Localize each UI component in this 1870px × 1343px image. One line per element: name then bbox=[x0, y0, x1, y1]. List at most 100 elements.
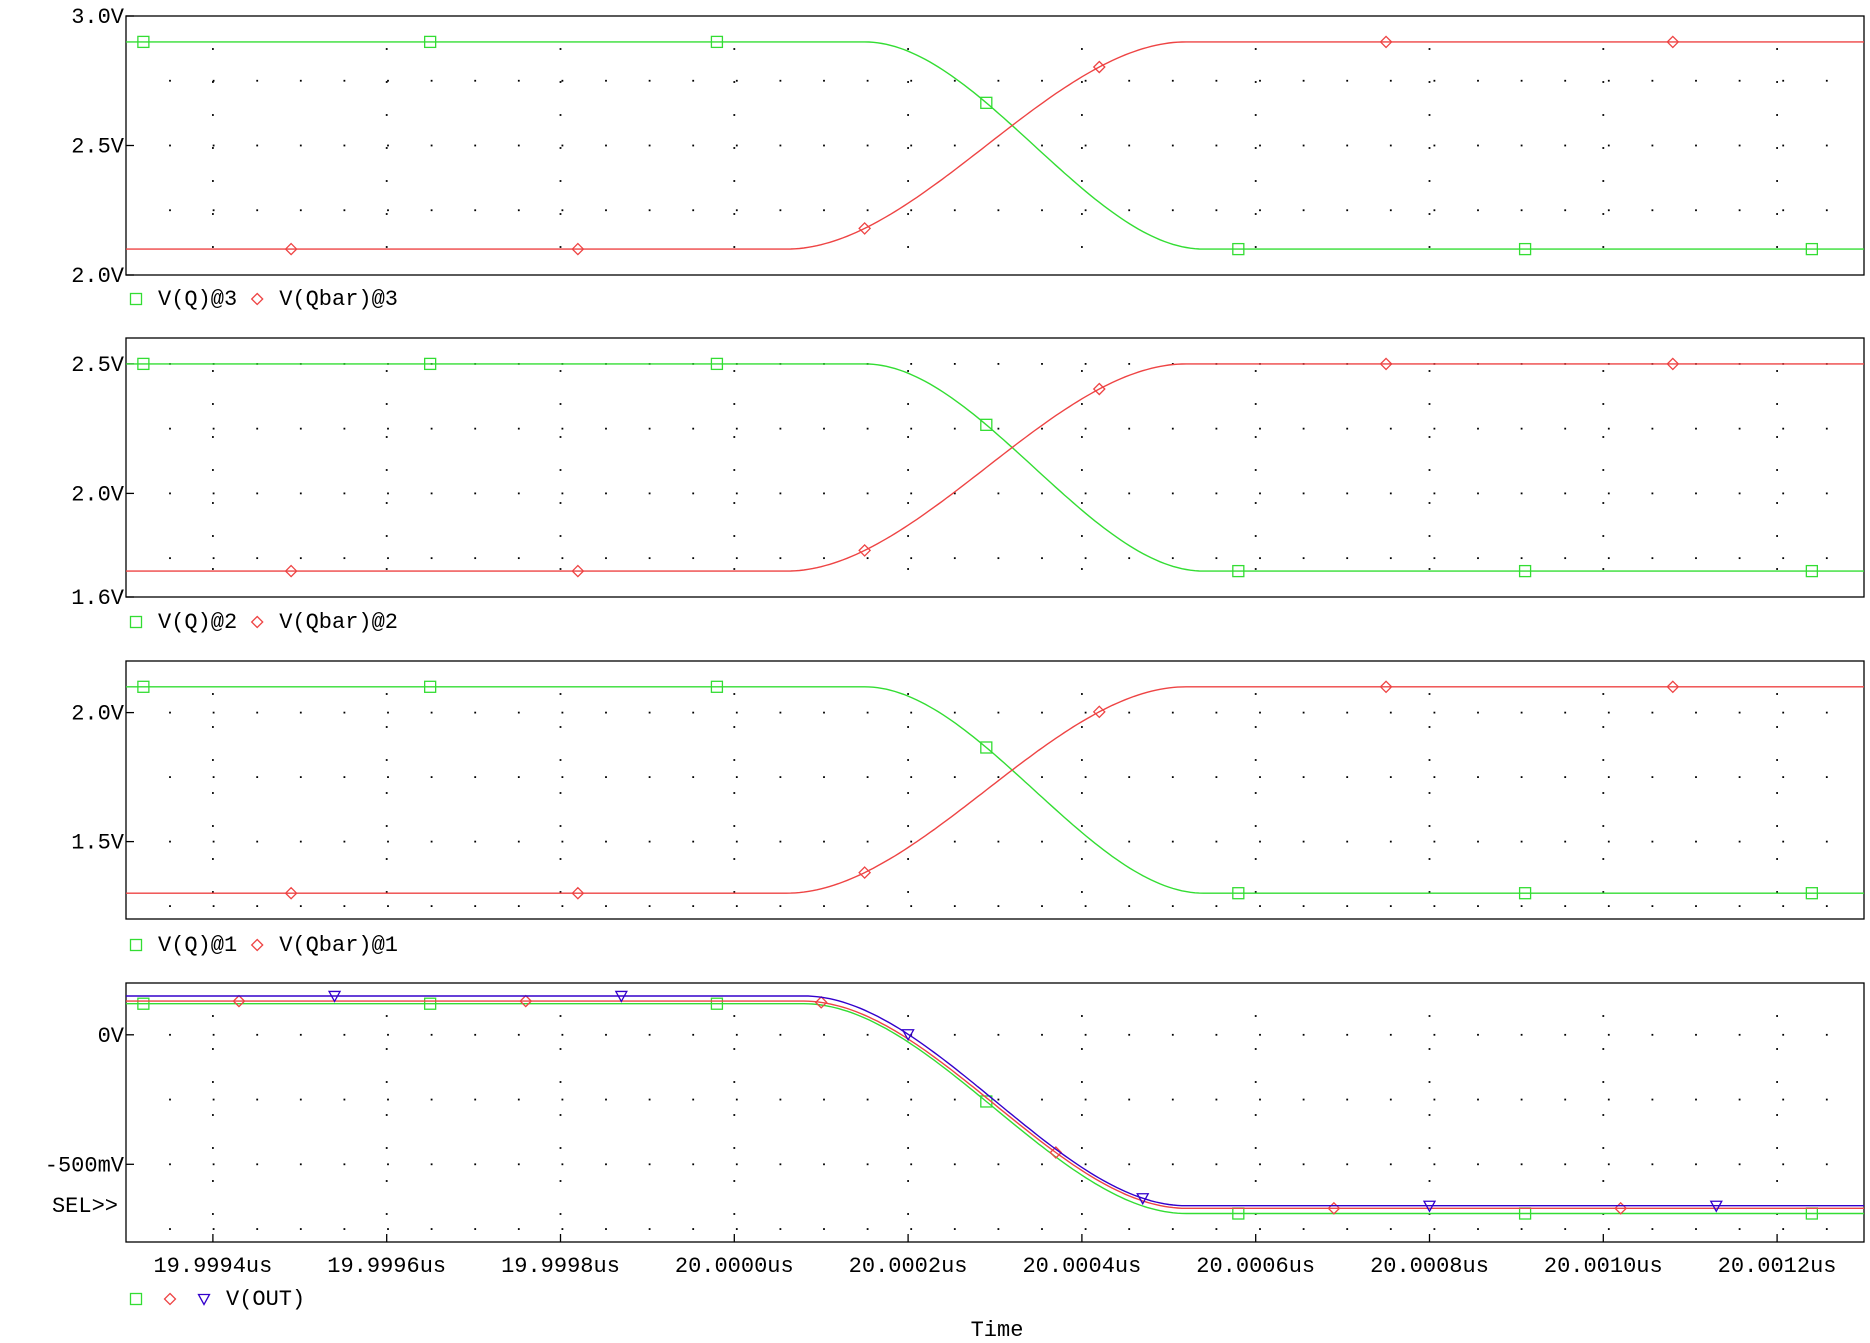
grid-dot bbox=[559, 1114, 562, 1116]
y-tick-label: 2.0V bbox=[71, 482, 125, 507]
series-marker bbox=[137, 357, 150, 371]
series-marker bbox=[1666, 357, 1680, 371]
grid-dot bbox=[1776, 1048, 1778, 1050]
grid-dot bbox=[1084, 776, 1087, 778]
grid-dot bbox=[953, 209, 956, 212]
grid-dot bbox=[1782, 776, 1785, 778]
grid-dot bbox=[907, 1048, 909, 1050]
grid-dot bbox=[1171, 840, 1174, 843]
grid-dot bbox=[910, 209, 913, 212]
grid-dot bbox=[1081, 370, 1083, 372]
grid-dot bbox=[387, 1163, 389, 1166]
grid-dot bbox=[1428, 726, 1431, 728]
grid-dot bbox=[648, 1228, 651, 1230]
grid-dot bbox=[823, 840, 825, 843]
grid-dot bbox=[385, 1114, 388, 1116]
grid-dot bbox=[907, 1180, 909, 1182]
grid-dot bbox=[997, 144, 1000, 147]
grid-dot bbox=[1651, 1098, 1654, 1101]
grid-dot bbox=[910, 557, 913, 560]
grid-dot bbox=[866, 492, 869, 495]
legend-label: V(Q)@1 bbox=[158, 933, 237, 958]
grid-dot bbox=[1738, 557, 1741, 560]
grid-dot bbox=[1776, 502, 1778, 504]
grid-dot bbox=[1041, 1098, 1043, 1101]
grid-dot bbox=[474, 840, 477, 843]
grid-dot bbox=[1041, 711, 1043, 714]
grid-dot bbox=[779, 1033, 782, 1036]
grid-dot bbox=[648, 144, 651, 147]
grid-dot bbox=[1651, 840, 1654, 843]
plot-frame bbox=[125, 15, 1865, 276]
grid-dot bbox=[212, 436, 214, 438]
series-marker bbox=[1805, 887, 1819, 900]
grid-dot bbox=[169, 1098, 171, 1101]
grid-dot bbox=[1695, 427, 1697, 430]
grid-dot bbox=[997, 363, 1000, 365]
grid-dot bbox=[1259, 711, 1261, 714]
grid-dot bbox=[1254, 568, 1257, 570]
grid-dot bbox=[1564, 1228, 1567, 1230]
grid-dot bbox=[1564, 840, 1567, 843]
grid-dot bbox=[1776, 436, 1778, 438]
grid-dot bbox=[605, 1163, 607, 1166]
grid-dot bbox=[343, 905, 346, 907]
grid-dot bbox=[559, 792, 562, 794]
grid-dot bbox=[212, 502, 214, 504]
grid-dot bbox=[1738, 209, 1741, 212]
grid-dot bbox=[385, 370, 388, 372]
grid-dot bbox=[1171, 427, 1174, 430]
grid-dot bbox=[1602, 693, 1605, 695]
grid-dot bbox=[169, 840, 171, 843]
grid-dot bbox=[1259, 1033, 1261, 1036]
grid-dot bbox=[343, 1033, 346, 1036]
grid-dot bbox=[299, 79, 302, 82]
grid-dot bbox=[212, 1180, 214, 1182]
grid-dot bbox=[1520, 711, 1523, 714]
grid-dot bbox=[1564, 492, 1567, 495]
grid-dot bbox=[517, 1228, 520, 1230]
grid-dot bbox=[299, 492, 302, 495]
grid-dot bbox=[1782, 1098, 1785, 1101]
grid-dot bbox=[1607, 776, 1610, 778]
grid-dot bbox=[779, 1098, 782, 1101]
grid-dot bbox=[212, 492, 215, 495]
grid-dot bbox=[212, 1015, 214, 1017]
series-marker bbox=[1049, 1146, 1063, 1159]
grid-dot bbox=[387, 492, 389, 495]
grid-dot bbox=[1520, 1098, 1523, 1101]
grid-dot bbox=[1081, 825, 1083, 827]
grid-dot bbox=[1776, 535, 1778, 537]
grid-dot bbox=[1607, 79, 1610, 82]
grid-dot bbox=[648, 1033, 651, 1036]
grid-dot bbox=[733, 726, 736, 728]
grid-dot bbox=[1259, 427, 1261, 430]
grid-dot bbox=[907, 469, 909, 471]
grid-dot bbox=[997, 1033, 1000, 1036]
grid-dot bbox=[1602, 759, 1605, 761]
grid-dot bbox=[1302, 1033, 1305, 1036]
grid-dot bbox=[1602, 891, 1605, 893]
grid-dot bbox=[517, 776, 520, 778]
grid-dot bbox=[605, 711, 607, 714]
grid-dot bbox=[1602, 114, 1605, 116]
grid-dot bbox=[1776, 1147, 1778, 1149]
legend-marker bbox=[129, 615, 143, 629]
grid-dot bbox=[907, 1147, 909, 1149]
grid-dot bbox=[517, 492, 520, 495]
grid-dot bbox=[1602, 825, 1605, 827]
grid-dot bbox=[907, 213, 909, 215]
grid-dot bbox=[953, 1098, 956, 1101]
series-marker bbox=[1666, 680, 1680, 694]
grid-dot bbox=[866, 905, 869, 907]
grid-dot bbox=[212, 858, 214, 860]
grid-dot bbox=[735, 840, 738, 843]
grid-dot bbox=[387, 144, 389, 147]
grid-dot bbox=[1520, 905, 1523, 907]
grid-dot bbox=[997, 1098, 1000, 1101]
grid-dot bbox=[1825, 840, 1828, 843]
grid-dot bbox=[169, 209, 171, 212]
grid-dot bbox=[559, 436, 562, 438]
grid-dot bbox=[866, 1163, 869, 1166]
grid-dot bbox=[385, 726, 388, 728]
